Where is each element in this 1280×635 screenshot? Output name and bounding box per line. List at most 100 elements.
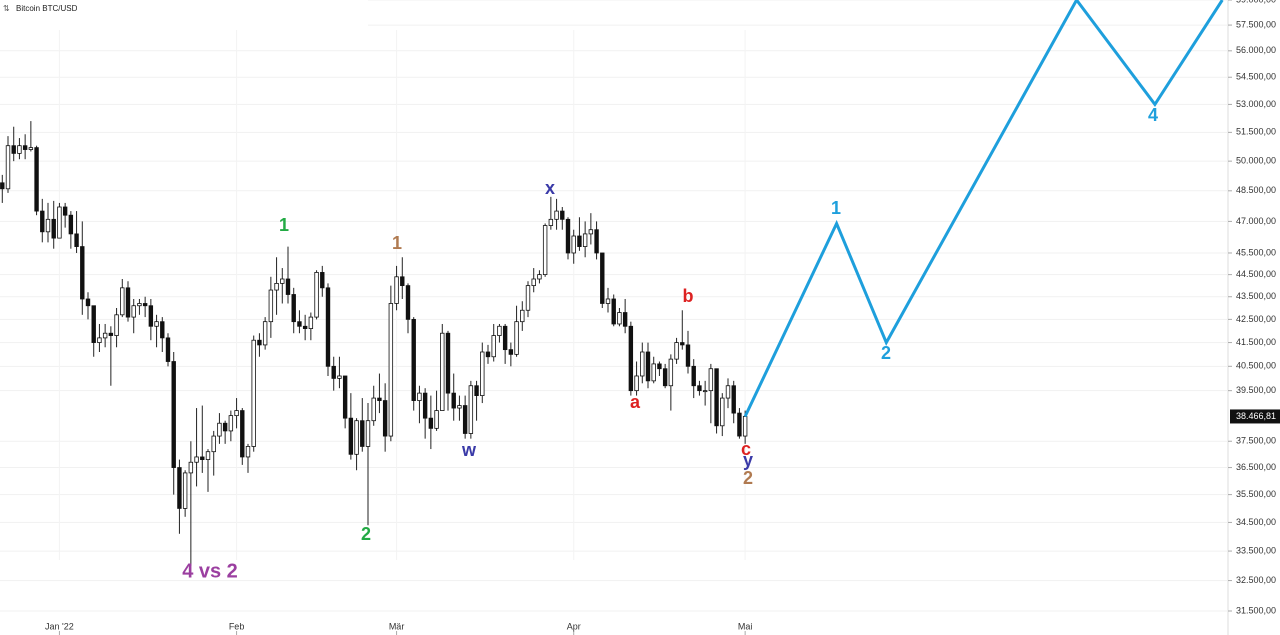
candle-body [491, 335, 496, 358]
y-tick-label: 59.000,00 [1236, 0, 1276, 4]
candle-body [22, 145, 28, 150]
candle-body [697, 385, 702, 392]
y-tick-label: 41.500,00 [1236, 337, 1276, 347]
y-tick-label: 36.500,00 [1236, 462, 1276, 472]
candle-body [28, 147, 34, 150]
candle-body [188, 461, 194, 474]
candle-body [571, 235, 576, 254]
y-tick-label: 53.000,00 [1236, 99, 1276, 109]
candle-body [502, 325, 508, 351]
candle-body [222, 422, 228, 432]
y-tick-label: 56.000,00 [1236, 45, 1276, 55]
candle-body [268, 289, 274, 323]
wave-label: 1 [392, 233, 402, 253]
y-tick-label: 42.500,00 [1236, 314, 1276, 324]
y-tick-label: 44.500,00 [1236, 269, 1276, 279]
chart-title: Bitcoin BTC/USD [16, 4, 78, 13]
candle-body [645, 351, 651, 382]
candle-body [388, 303, 394, 437]
candle-body [234, 410, 239, 417]
candle-body [497, 325, 502, 336]
candle-body [74, 233, 79, 247]
candle-body [57, 206, 62, 239]
wave-label: c [741, 439, 751, 459]
candle-body [474, 385, 479, 396]
candle-body [657, 363, 662, 370]
y-tick-label: 47.000,00 [1236, 216, 1276, 226]
wave-label: x [545, 178, 555, 198]
candle-body [708, 368, 714, 392]
wave-label: 4 [1148, 105, 1158, 125]
wave-label: 2 [743, 468, 753, 488]
x-tick-label: Apr [567, 621, 581, 631]
y-tick-label: 37.500,00 [1236, 436, 1276, 446]
candle-body [731, 385, 736, 414]
x-tick-label: Feb [229, 621, 245, 631]
wave-label: 1 [831, 198, 841, 218]
candle-body [560, 210, 565, 220]
candle-body [548, 218, 554, 226]
candle-body [451, 392, 456, 409]
candle-body [582, 233, 588, 247]
candle-body [411, 318, 416, 401]
y-tick-label: 39.500,00 [1236, 385, 1276, 395]
candle-body [462, 405, 468, 434]
candle-body [440, 332, 445, 411]
candle-body [417, 392, 422, 401]
candle-body [102, 332, 108, 339]
wave-label: a [630, 392, 641, 412]
candle-body [137, 303, 142, 307]
candle-body [80, 246, 85, 300]
candle-body [171, 361, 176, 468]
candle-body [245, 446, 251, 458]
y-tick-label: 33.500,00 [1236, 545, 1276, 555]
candle-body [331, 365, 336, 379]
candle-body [400, 276, 405, 287]
x-tick-label: Mär [389, 621, 405, 631]
candle-body [668, 358, 674, 387]
candle-body [91, 305, 96, 343]
y-tick-label: 51.500,00 [1236, 127, 1276, 137]
candle-body [297, 321, 302, 327]
candle-body [262, 321, 268, 346]
candle-body [337, 375, 342, 379]
candle-body [457, 405, 462, 409]
y-tick-label: 54.500,00 [1236, 72, 1276, 82]
candle-body [108, 332, 114, 336]
candle-body [742, 416, 748, 437]
candle-body [714, 368, 719, 427]
candle-body [651, 363, 656, 382]
candle-body [371, 397, 376, 422]
candle-body [554, 210, 559, 220]
y-tick-label: 45.500,00 [1236, 247, 1276, 257]
candle-body [342, 375, 348, 419]
wave-label: 1 [279, 215, 289, 235]
candle-body [285, 278, 291, 295]
candle-body [737, 412, 742, 437]
candle-body [617, 312, 622, 325]
wave-label: b [683, 286, 694, 306]
candle-body [691, 365, 696, 387]
candle-body [120, 287, 125, 316]
candle-body [68, 214, 74, 235]
candle-body [11, 145, 16, 154]
candle-body [211, 435, 216, 453]
candle-body [600, 252, 605, 304]
candle-body [445, 332, 451, 394]
candle-body [525, 285, 531, 311]
candle-body [51, 218, 56, 239]
candle-body [165, 337, 171, 362]
wave-label: y [743, 450, 753, 470]
candle-body [588, 229, 594, 235]
candle-body [205, 451, 211, 460]
candle-body [177, 467, 182, 509]
candle-body [160, 321, 165, 339]
candle-body [257, 339, 262, 346]
candle-body [628, 325, 634, 392]
candle-body [280, 278, 285, 284]
projection-line [743, 0, 1224, 418]
price-label: 38.466,81 [1236, 411, 1276, 421]
candle-body [45, 218, 51, 233]
candle-body [365, 420, 371, 447]
